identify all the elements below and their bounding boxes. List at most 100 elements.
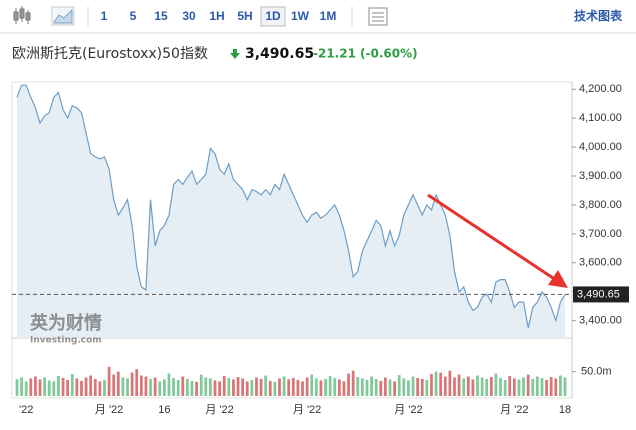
volume-bar	[213, 380, 217, 396]
volume-bar	[379, 380, 383, 396]
volume-bar	[535, 376, 539, 396]
volume-bar	[434, 371, 438, 396]
volume-bar	[264, 375, 268, 396]
volume-bar	[287, 379, 291, 396]
volume-bar	[466, 376, 470, 396]
volume-bar	[227, 377, 231, 396]
volume-bar	[416, 377, 420, 396]
volume-bar	[89, 375, 93, 396]
volume-bar	[489, 377, 493, 396]
interval-button[interactable]: 5H	[237, 9, 252, 23]
volume-bar	[278, 378, 281, 396]
volume-bar	[374, 378, 378, 396]
volume-bar	[222, 376, 226, 396]
volume-bar	[351, 370, 355, 396]
watermark-brand: 英为财情	[29, 312, 102, 334]
volume-bar	[420, 378, 424, 396]
volume-bar	[204, 377, 208, 396]
volume-bar	[70, 374, 74, 396]
volume-bar	[116, 371, 120, 396]
volume-bar	[485, 378, 489, 396]
volume-bar	[503, 379, 507, 396]
volume-bar	[103, 379, 106, 396]
volume-bar	[282, 376, 286, 396]
y-tick-label: 3,800.00	[579, 199, 622, 211]
interval-button[interactable]: 5	[130, 9, 137, 23]
y-tick-label: 3,900.00	[579, 170, 622, 182]
price-line	[16, 84, 566, 329]
interval-button[interactable]: 30	[182, 9, 196, 23]
volume-bar	[218, 381, 222, 396]
volume-bar	[517, 379, 521, 396]
volume-bar	[365, 379, 369, 396]
volume-bar	[337, 379, 341, 396]
volume-bar	[75, 378, 79, 396]
interval-button[interactable]: 1H	[209, 9, 224, 23]
volume-bar	[402, 378, 406, 396]
volume-bar	[549, 377, 553, 396]
volume-bar	[563, 377, 567, 396]
volume-bar	[84, 377, 88, 396]
volume-bar	[443, 376, 447, 396]
volume-bar	[407, 380, 410, 396]
volume-bar	[522, 377, 525, 396]
volume-bar	[29, 378, 33, 396]
volume-bar	[324, 378, 327, 396]
volume-bar	[98, 381, 102, 396]
candle-icon[interactable]	[13, 6, 31, 24]
volume-bar	[356, 377, 360, 396]
volume-bar	[508, 376, 512, 396]
volume-bar	[554, 378, 558, 396]
down-arrow	[230, 49, 240, 59]
volume-bar	[112, 374, 116, 396]
volume-bar	[462, 378, 466, 396]
volume-bar	[15, 378, 19, 396]
volume-bar	[360, 378, 364, 396]
interval-button[interactable]: 1	[101, 9, 108, 23]
interval-button[interactable]: 15	[154, 9, 168, 23]
volume-bar	[305, 377, 309, 396]
volume-bar	[531, 378, 535, 396]
volume-bar	[34, 376, 37, 396]
volume-bar	[176, 379, 180, 396]
volume-bar	[121, 377, 125, 396]
volume-bar	[181, 376, 185, 396]
volume-bar	[236, 377, 240, 396]
volume-bar	[172, 377, 175, 396]
price: 3,490.65	[245, 46, 314, 62]
volume-bar	[411, 376, 415, 396]
volume-bar	[268, 380, 272, 396]
volume-bar	[245, 381, 249, 396]
volume-bar	[397, 375, 401, 396]
technical-chart-link[interactable]: 技术图表	[574, 8, 623, 23]
table-icon[interactable]	[368, 7, 388, 26]
volume-bar	[310, 374, 314, 396]
x-tick-label: 月 '22	[500, 404, 528, 416]
volume-bar	[209, 378, 212, 396]
volume-bar	[139, 375, 143, 396]
volume-bar	[494, 373, 498, 396]
volume-bar	[255, 377, 258, 396]
y-tick-label: 4,100.00	[579, 112, 622, 124]
interval-button[interactable]: 1D	[265, 9, 281, 23]
volume-bar	[80, 380, 83, 396]
volume-bar	[93, 378, 97, 396]
volume-bar	[149, 378, 152, 396]
volume-bar	[126, 378, 129, 396]
interval-button[interactable]: 1M	[320, 9, 337, 23]
volume-bar	[526, 374, 530, 396]
volume-bar	[186, 378, 189, 396]
volume-bar	[167, 373, 171, 396]
trend-arrow	[427, 193, 568, 288]
volume-bar	[480, 377, 484, 396]
watermark-site: Investing.com	[30, 336, 102, 346]
y-tick-label: 3,700.00	[579, 228, 622, 240]
interval-button[interactable]: 1W	[291, 9, 310, 23]
volume-bar	[20, 377, 23, 396]
area-icon[interactable]	[51, 6, 75, 26]
volume-bar	[296, 379, 300, 396]
volume-bar	[301, 381, 304, 396]
volume-bar	[559, 375, 562, 396]
volume-bar	[457, 374, 461, 396]
volume-bar	[158, 381, 162, 396]
